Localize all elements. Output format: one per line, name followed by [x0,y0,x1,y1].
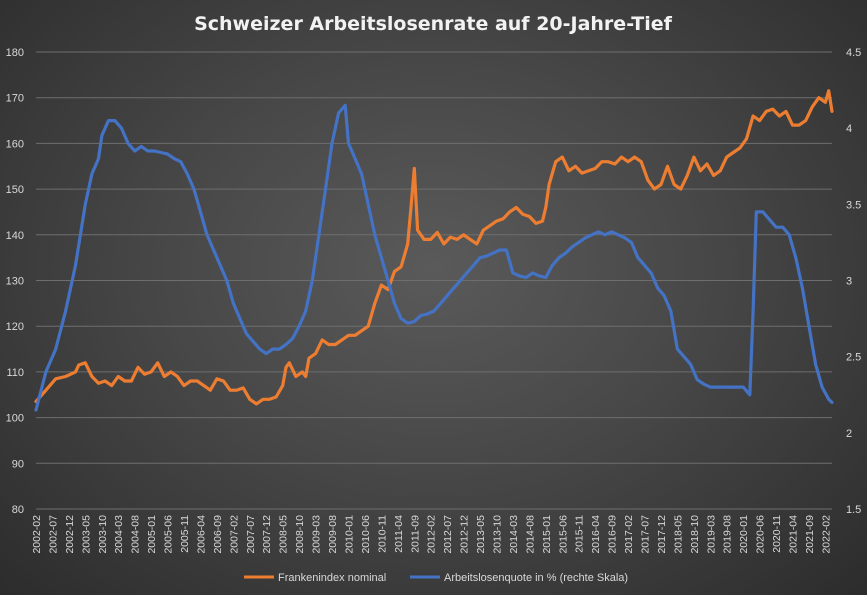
x-tick-label: 2007-07 [245,515,257,554]
x-tick-label: 2011-04 [393,515,405,553]
chart-title: Schweizer Arbeitslosenrate auf 20-Jahre-… [194,13,673,35]
x-tick-label: 2020-11 [771,515,783,553]
x-tick-label: 2021-04 [788,515,800,554]
gridlines [36,51,832,510]
x-tick-label: 2010-11 [376,515,388,553]
x-tick-label: 2003-05 [80,515,92,554]
x-tick-label: 2008-10 [294,515,306,554]
y-right-tick-label: 3.5 [846,199,861,211]
x-tick-label: 2013-05 [475,515,487,554]
x-tick-label: 2018-10 [689,515,701,554]
x-tick-label: 2002-02 [31,515,43,554]
x-tick-label: 2015-11 [574,515,586,553]
y-right-tick-label: 4.5 [846,47,861,59]
y-left-tick-label: 170 [6,93,24,105]
x-tick-label: 2003-10 [97,515,109,554]
y-left-tick-label: 110 [6,367,24,379]
x-tick-label: 2005-06 [163,515,175,554]
y-axis-right: 1.5 2 2.5 3 3.5 4 4.5 [846,47,861,516]
y-right-tick-label: 2.5 [846,352,861,364]
x-tick-label: 2012-02 [426,515,438,554]
y-left-tick-label: 130 [6,276,24,288]
y-left-tick-label: 90 [12,458,24,470]
x-tick-label: 2020-01 [738,515,750,554]
x-tick-label: 2006-09 [212,515,224,554]
x-tick-label: 2011-09 [409,515,421,553]
y-left-tick-label: 120 [6,321,24,333]
x-tick-label: 2002-12 [64,515,76,554]
x-tick-label: 2019-08 [722,515,734,554]
series-arbeitslosenquote-line [34,103,834,412]
x-tick-label: 2008-05 [278,515,290,554]
x-tick-label: 2016-04 [590,515,602,554]
x-tick-label: 2016-09 [607,515,619,554]
x-tick-label: 2010-06 [360,515,372,554]
legend: Frankenindex nominal Arbeitslosenquote i… [244,572,628,584]
y-left-tick-label: 150 [6,184,24,196]
x-tick-label: 2002-07 [47,515,59,554]
y-left-tick-label: 140 [6,230,24,242]
x-tick-label: 2020-06 [755,515,767,554]
series-lines [34,89,834,412]
y-right-tick-label: 4 [846,123,852,135]
x-tick-label: 2010-01 [343,515,355,554]
x-tick-label: 2012-07 [442,515,454,554]
y-axis-left: 80 90 100 110 120 130 140 150 160 170 180 [6,47,24,516]
x-tick-label: 2006-04 [195,515,207,554]
y-left-tick-label: 100 [6,413,24,425]
x-tick-label: 2013-10 [491,515,503,554]
x-tick-label: 2007-02 [228,515,240,554]
x-tick-label: 2017-07 [640,515,652,554]
y-right-tick-label: 3 [846,276,852,288]
x-tick-label: 2021-09 [804,515,816,554]
x-tick-label: 2014-08 [524,515,536,554]
x-tick-label: 2004-08 [130,515,142,554]
y-right-tick-label: 1.5 [846,504,861,516]
legend-label-franken: Frankenindex nominal [278,572,386,584]
x-tick-label: 2017-02 [623,515,635,554]
x-tick-label: 2019-03 [705,515,717,554]
series-frankenindex-line [34,89,834,406]
x-tick-label: 2022-02 [820,515,832,554]
x-tick-label: 2005-11 [179,515,191,553]
x-tick-label: 2004-03 [113,515,125,554]
y-left-tick-label: 80 [12,504,24,516]
x-axis: 2002-02 2002-07 2002-12 2003-05 2003-10 2004-… [31,515,832,554]
x-tick-label: 2015-01 [541,515,553,554]
x-tick-label: 2005-01 [146,515,158,554]
x-tick-label: 2009-03 [311,515,323,554]
x-tick-label: 2018-05 [672,515,684,554]
x-tick-label: 2015-06 [557,515,569,554]
legend-label-arbeitslosenquote: Arbeitslosenquote in % (rechte Skala) [444,572,628,584]
x-tick-label: 2009-08 [327,515,339,554]
x-tick-label: 2014-03 [508,515,520,554]
y-right-tick-label: 2 [846,428,852,440]
x-tick-label: 2017-12 [656,515,668,554]
x-tick-label: 2007-12 [261,515,273,554]
x-tick-label: 2012-12 [459,515,471,554]
y-left-tick-label: 180 [6,47,24,59]
y-left-tick-label: 160 [6,138,24,150]
